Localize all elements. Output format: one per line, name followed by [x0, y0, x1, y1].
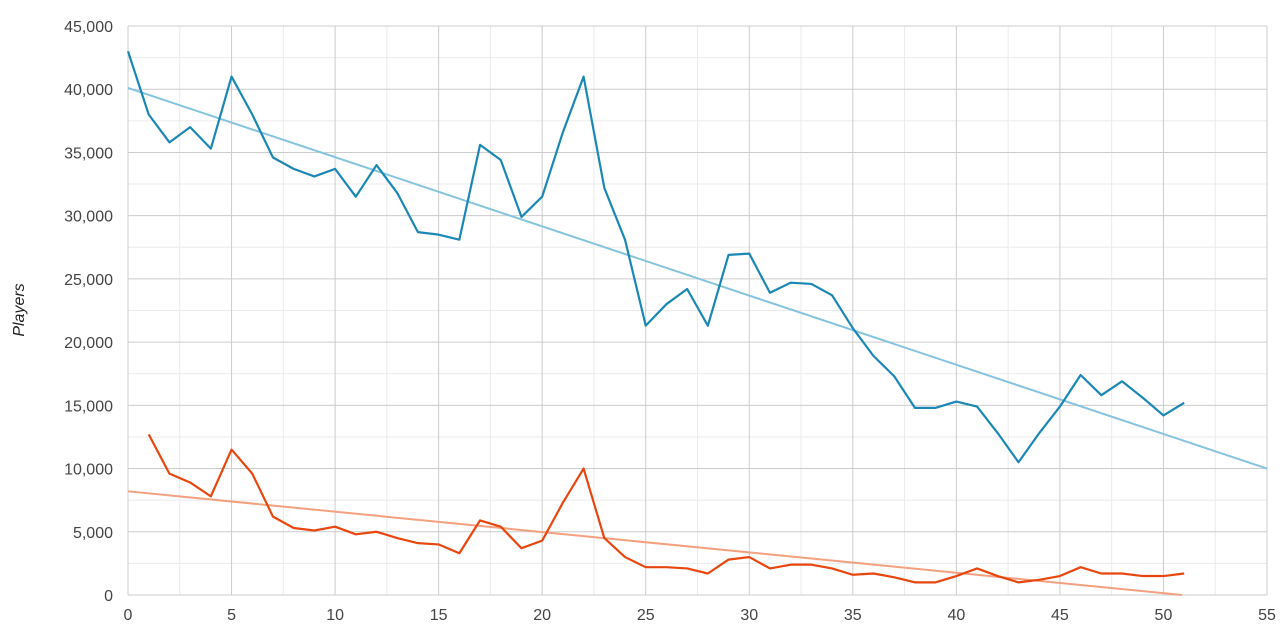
x-axis-ticks: 0 5 10 15 20 25 30 35 40 45 50 55 [124, 607, 1276, 624]
y-tick-label: 10,000 [64, 462, 113, 479]
series-line-1 [126, 50, 1185, 464]
x-tick-label: 25 [637, 607, 655, 624]
y-tick-label: 0 [104, 588, 113, 605]
y-tick-label: 25,000 [64, 272, 113, 289]
x-tick-label: 55 [1258, 607, 1276, 624]
y-tick-label: 5,000 [73, 525, 113, 542]
x-tick-label: 40 [947, 607, 965, 624]
trendline-1 [127, 87, 1268, 470]
x-tick-label: 50 [1155, 607, 1173, 624]
y-tick-label: 30,000 [64, 209, 113, 226]
y-tick-label: 45,000 [64, 19, 113, 36]
x-tick-label: 35 [844, 607, 862, 624]
trendline-2 [127, 490, 1183, 596]
x-tick-label: 20 [533, 607, 551, 624]
major-gridlines [127, 25, 1268, 596]
y-tick-label: 35,000 [64, 145, 113, 162]
y-axis-ticks: 0 5,000 10,000 15,000 20,000 25,000 30,000 35,0… [64, 19, 113, 605]
y-axis-title: Players [11, 283, 28, 336]
y-tick-label: 40,000 [64, 82, 113, 99]
x-tick-label: 30 [740, 607, 758, 624]
y-tick-label: 20,000 [64, 335, 113, 352]
x-tick-label: 10 [326, 607, 344, 624]
x-tick-label: 0 [124, 607, 133, 624]
x-tick-label: 45 [1051, 607, 1069, 624]
y-tick-label: 15,000 [64, 398, 113, 415]
series-line-2 [147, 433, 1185, 584]
series-lines [126, 50, 1185, 584]
minor-gridlines [128, 26, 1267, 595]
x-tick-label: 15 [430, 607, 448, 624]
x-tick-label: 5 [227, 607, 236, 624]
